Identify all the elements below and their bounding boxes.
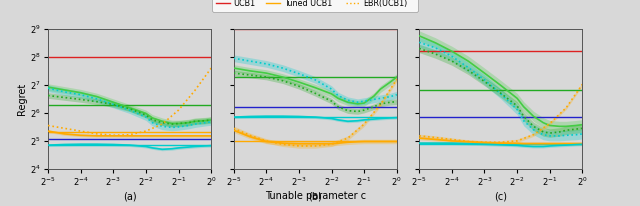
Legend: TS, KLUCB, UCB1, Tuned TS, Tuned KL-UCB, Tuned UCB1, EBR(TS), EBR(KL-UCB), EBR(U: TS, KLUCB, UCB1, Tuned TS, Tuned KL-UCB,… <box>212 0 418 12</box>
Text: (c): (c) <box>494 192 508 202</box>
X-axis label: Tunable parameter c: Tunable parameter c <box>264 191 366 201</box>
Text: (a): (a) <box>123 192 136 202</box>
Y-axis label: Regret: Regret <box>17 83 28 115</box>
Text: (b): (b) <box>308 192 322 202</box>
